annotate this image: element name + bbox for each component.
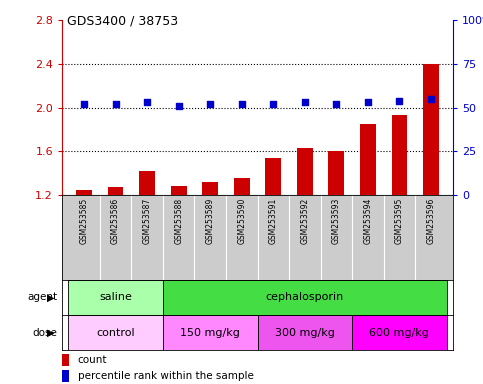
- Bar: [163, 315, 257, 350]
- Point: [238, 101, 245, 107]
- Point: [143, 99, 151, 105]
- Point: [112, 101, 119, 107]
- Point: [175, 103, 183, 109]
- Text: GSM253595: GSM253595: [395, 197, 404, 244]
- Text: GSM253587: GSM253587: [142, 197, 152, 244]
- Bar: [68, 280, 163, 315]
- Bar: [352, 315, 447, 350]
- Bar: [265, 158, 281, 195]
- Text: GSM253589: GSM253589: [206, 197, 215, 244]
- Point: [80, 101, 88, 107]
- Point: [364, 99, 372, 105]
- Bar: [163, 280, 447, 315]
- Point: [332, 101, 340, 107]
- Text: dose: dose: [32, 328, 57, 338]
- Text: control: control: [96, 328, 135, 338]
- Text: GSM253590: GSM253590: [237, 197, 246, 244]
- Bar: [234, 177, 250, 195]
- Bar: [202, 182, 218, 195]
- Text: 600 mg/kg: 600 mg/kg: [369, 328, 429, 338]
- Text: GSM253594: GSM253594: [363, 197, 372, 244]
- Bar: [62, 369, 69, 382]
- Text: agent: agent: [27, 293, 57, 303]
- Point: [301, 99, 309, 105]
- Bar: [171, 186, 186, 195]
- Text: GSM253596: GSM253596: [426, 197, 436, 244]
- Text: count: count: [78, 355, 107, 365]
- Text: 150 mg/kg: 150 mg/kg: [180, 328, 240, 338]
- Point: [206, 101, 214, 107]
- Text: saline: saline: [99, 293, 132, 303]
- Text: GSM253585: GSM253585: [80, 197, 88, 244]
- Text: GSM253586: GSM253586: [111, 197, 120, 244]
- Text: percentile rank within the sample: percentile rank within the sample: [78, 371, 254, 381]
- Text: GSM253588: GSM253588: [174, 197, 183, 244]
- Text: GDS3400 / 38753: GDS3400 / 38753: [67, 15, 178, 28]
- Bar: [108, 187, 124, 195]
- Text: cephalosporin: cephalosporin: [266, 293, 344, 303]
- Bar: [62, 354, 69, 366]
- Bar: [328, 151, 344, 195]
- Point: [270, 101, 277, 107]
- Bar: [76, 190, 92, 195]
- Text: ▶: ▶: [47, 328, 55, 338]
- Point: [396, 98, 403, 104]
- Text: GSM253592: GSM253592: [300, 197, 309, 244]
- Bar: [68, 315, 163, 350]
- Bar: [257, 315, 352, 350]
- Bar: [423, 64, 439, 195]
- Text: GSM253593: GSM253593: [332, 197, 341, 244]
- Bar: [139, 171, 155, 195]
- Text: GSM253591: GSM253591: [269, 197, 278, 244]
- Bar: [392, 115, 407, 195]
- Bar: [360, 124, 376, 195]
- Text: ▶: ▶: [47, 293, 55, 303]
- Bar: [297, 148, 313, 195]
- Point: [427, 96, 435, 102]
- Text: 300 mg/kg: 300 mg/kg: [275, 328, 335, 338]
